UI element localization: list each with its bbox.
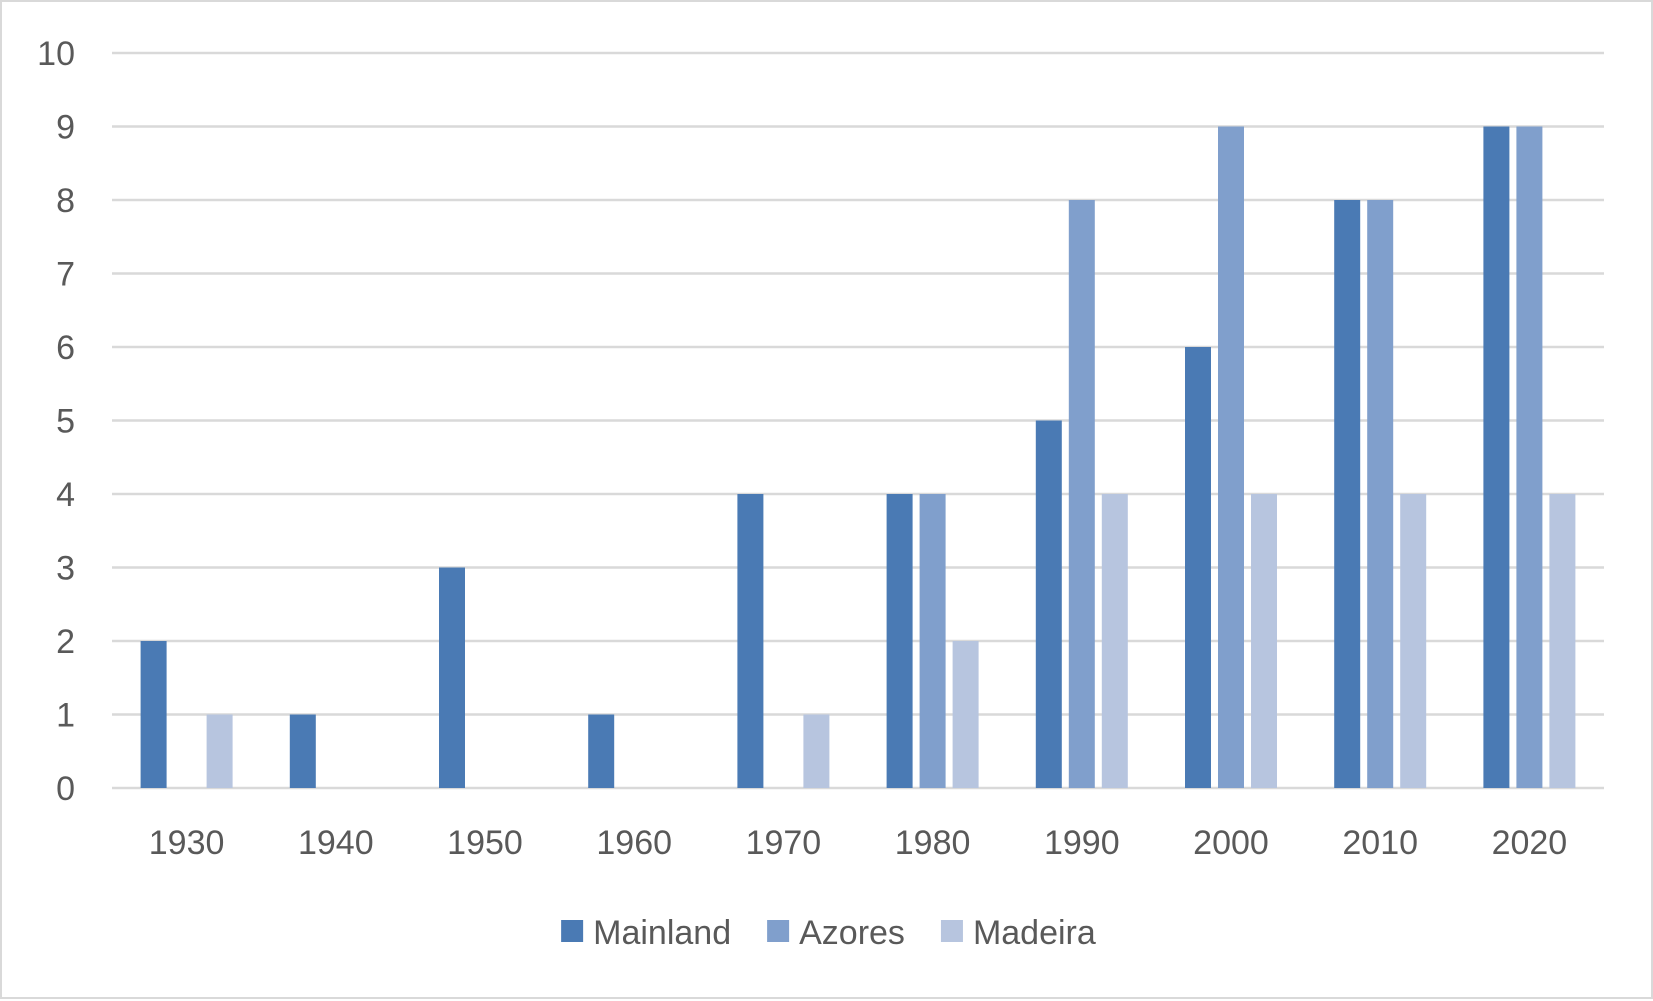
bar-madeira [1549, 494, 1576, 788]
bars [140, 126, 1576, 788]
bar-mainland [140, 641, 167, 788]
y-axis-ticks: 0 1 2 3 4 5 6 7 8 9 10 [37, 35, 75, 808]
y-tick-label: 9 [56, 109, 75, 147]
x-tick-label: 1930 [149, 824, 225, 862]
x-tick-label: 1950 [447, 824, 523, 862]
bar-mainland [1035, 420, 1062, 788]
bar-azores [1367, 200, 1394, 788]
x-tick-label: 1980 [895, 824, 971, 862]
bar-mainland [737, 494, 764, 788]
y-tick-label: 10 [37, 35, 75, 73]
bar-madeira [1400, 494, 1427, 788]
bar-madeira [952, 641, 979, 788]
gridlines [112, 51, 1604, 790]
bar-mainland [1334, 200, 1361, 788]
legend-item-azores: Azores [767, 914, 905, 952]
bar-mainland [1185, 347, 1211, 788]
bar-mainland [588, 714, 615, 788]
y-tick-label: 5 [56, 403, 75, 441]
bar-madeira [1101, 494, 1128, 788]
bar-azores [1516, 126, 1543, 788]
legend-swatch [940, 920, 963, 942]
x-tick-label: 1970 [746, 824, 822, 862]
legend-label: Azores [799, 914, 905, 952]
legend: Mainland Azores Madeira [561, 914, 1096, 952]
bar-azores [1068, 200, 1095, 788]
bar-azores [1218, 126, 1244, 788]
legend-label: Madeira [973, 914, 1096, 952]
x-tick-label: 2020 [1492, 824, 1568, 862]
bar-mainland [1483, 126, 1510, 788]
bar-mainland [289, 714, 316, 788]
y-tick-label: 7 [56, 256, 75, 294]
x-tick-label: 1960 [596, 824, 672, 862]
y-tick-label: 6 [56, 329, 75, 367]
y-tick-label: 1 [56, 697, 75, 735]
legend-label: Mainland [593, 914, 731, 952]
y-tick-label: 4 [56, 476, 75, 514]
bar-madeira [206, 714, 233, 788]
x-tick-label: 2010 [1342, 824, 1418, 862]
x-tick-label: 1940 [298, 824, 374, 862]
bar-azores [919, 494, 946, 788]
legend-swatch [561, 920, 584, 942]
legend-swatch [767, 920, 790, 942]
y-tick-label: 8 [56, 182, 75, 220]
legend-item-madeira: Madeira [940, 914, 1096, 952]
x-tick-label: 2000 [1193, 824, 1269, 862]
x-tick-label: 1990 [1044, 824, 1120, 862]
y-tick-label: 2 [56, 623, 75, 661]
y-tick-label: 0 [56, 770, 75, 808]
bar-mainland [439, 567, 465, 788]
bar-mainland [886, 494, 913, 788]
legend-item-mainland: Mainland [561, 914, 731, 952]
bar-madeira [1251, 494, 1277, 788]
y-tick-label: 3 [56, 550, 75, 588]
bar-madeira [803, 714, 830, 788]
x-axis-ticks: 1930 1940 1950 1960 1970 1980 1990 2000 2010 2020 [149, 824, 1567, 862]
